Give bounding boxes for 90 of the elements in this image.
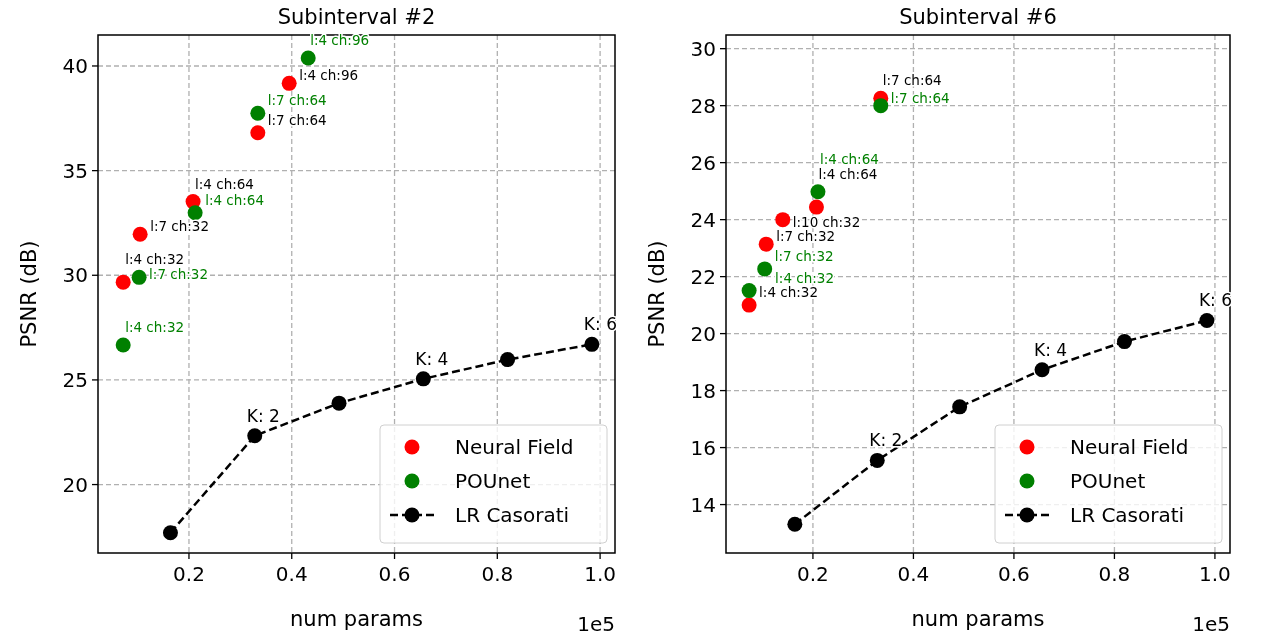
annotation: K: 4	[415, 348, 449, 369]
point	[1034, 362, 1050, 378]
y-tick-label: 22	[690, 264, 716, 289]
legend-label: POUnet	[1070, 469, 1146, 493]
y-tick-label: 14	[690, 492, 716, 517]
y-tick-label: 30	[62, 263, 88, 288]
point	[247, 428, 263, 444]
y-tick-label: 20	[62, 472, 88, 497]
annotation: l:4 ch:64	[819, 150, 879, 167]
y-tick-label: 26	[690, 150, 716, 175]
y-tick-label: 18	[690, 378, 716, 403]
x-axis-title: num params	[290, 607, 423, 631]
y-tick-label: 40	[62, 53, 88, 78]
chart-title: Subinterval #2	[277, 5, 436, 29]
x-axis-title: num params	[911, 607, 1045, 631]
y-tick-label: 30	[690, 36, 716, 61]
chart-title: Subinterval #6	[899, 5, 1057, 29]
y-tick-label: 24	[690, 207, 716, 232]
point	[331, 395, 347, 411]
annotation: l:7 ch:32	[149, 266, 208, 283]
legend-label: LR Casorati	[1070, 503, 1185, 527]
y-tick-label: 25	[62, 367, 88, 392]
point	[300, 50, 316, 66]
point	[500, 352, 516, 368]
annotation: l:4 ch:96	[310, 32, 370, 49]
point	[1116, 334, 1132, 350]
point	[250, 105, 266, 121]
point	[775, 212, 791, 228]
y-axis-title: PSNR (dB)	[645, 240, 669, 348]
y-axis-title: PSNR (dB)	[17, 240, 41, 348]
y-tick-label: 20	[690, 321, 716, 346]
annotation: l:4 ch:32	[775, 269, 835, 286]
annotation: l:4 ch:32	[125, 318, 185, 335]
point	[787, 516, 803, 532]
annotation: K: 4	[1034, 339, 1068, 360]
x-tick-label: 0.4	[275, 562, 308, 586]
annotation: l:4 ch:96	[299, 67, 359, 84]
annotation: l:4 ch:32	[759, 284, 819, 301]
annotation: l:4 ch:64	[195, 175, 254, 192]
point	[250, 125, 266, 141]
x-tick-label: 0.4	[897, 562, 930, 586]
annotation: l:7 ch:64	[267, 111, 327, 128]
point	[757, 261, 773, 277]
point	[187, 205, 203, 221]
annotation: l:4 ch:64	[818, 166, 878, 183]
point	[115, 274, 131, 290]
annotation: K: 2	[246, 405, 280, 426]
text: 1e5	[1192, 612, 1230, 632]
point	[162, 525, 178, 541]
point	[741, 283, 757, 299]
annotation: l:7 ch:32	[776, 228, 836, 245]
x-tick-label: 1.0	[584, 562, 616, 586]
annotation: l:7 ch:32	[774, 247, 834, 264]
text: 1e5	[577, 612, 615, 632]
point	[281, 75, 297, 91]
y-tick-label: 28	[690, 93, 716, 118]
annotation: l:7 ch:64	[267, 92, 327, 109]
point	[132, 226, 148, 242]
legend-label: LR Casorati	[455, 503, 570, 527]
legend-label: Neural Field	[455, 435, 574, 459]
point	[808, 199, 824, 215]
y-tick-label: 35	[62, 158, 88, 183]
annotation: l:4 ch:32	[125, 251, 185, 268]
x-tick-label: 0.8	[481, 562, 514, 586]
legend-label: Neural Field	[1070, 435, 1189, 459]
annotation: l:4 ch:64	[205, 191, 265, 208]
x-tick-label: 0.8	[1098, 562, 1131, 586]
annotation: l:7 ch:64	[882, 72, 942, 89]
point	[873, 98, 889, 114]
annotation: l:7 ch:64	[890, 89, 950, 106]
x-tick-label: 0.2	[797, 562, 829, 586]
annotation: l:7 ch:32	[150, 218, 210, 235]
x-tick-label: 0.6	[998, 562, 1030, 586]
annotation: K: 2	[869, 430, 903, 451]
point	[758, 236, 774, 252]
annotation: l:10 ch:32	[792, 213, 861, 230]
point	[810, 184, 826, 200]
point	[952, 399, 968, 415]
point	[1199, 313, 1215, 328]
point	[869, 452, 885, 468]
point	[741, 297, 757, 313]
point	[415, 371, 431, 387]
legend-label: POUnet	[455, 469, 531, 493]
point	[584, 336, 600, 352]
x-tick-label: 1.0	[1199, 562, 1231, 586]
point	[115, 337, 131, 353]
x-tick-label: 0.2	[173, 562, 205, 586]
x-tick-label: 0.6	[378, 562, 411, 586]
point	[131, 269, 147, 285]
y-tick-label: 16	[690, 435, 716, 460]
